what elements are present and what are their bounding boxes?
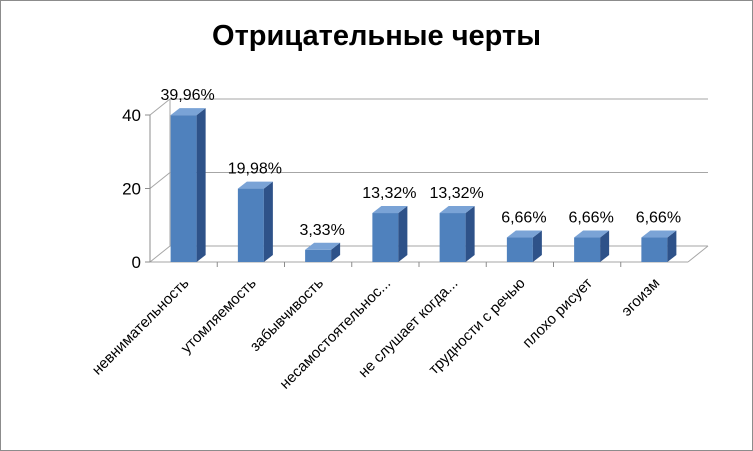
gridline-diagonal	[149, 172, 171, 189]
data-label: 6,66%	[501, 210, 546, 227]
bar-side	[331, 242, 341, 262]
gridline-diagonal	[149, 98, 171, 116]
data-label: 19,98%	[228, 161, 282, 178]
bar-side	[465, 206, 475, 262]
bars	[170, 108, 677, 262]
chart-title: Отрицательные черты	[212, 20, 541, 52]
category-label: плохо рисует	[519, 275, 596, 352]
gridline-diagonal	[149, 245, 171, 263]
bar	[305, 249, 332, 262]
bar	[237, 188, 264, 262]
bar-top	[574, 230, 610, 238]
bar	[574, 237, 601, 262]
bar	[641, 237, 668, 262]
data-label: 6,66%	[568, 210, 613, 227]
bar-top	[305, 242, 341, 250]
bar-top	[237, 181, 273, 189]
category-label: эгоизм	[618, 275, 663, 320]
data-labels: 39,96% 19,98% 3,33% 13,32% 13,32% 6,66% 6,66% 6…	[160, 87, 681, 239]
data-label: 3,33%	[299, 222, 344, 239]
bar-side	[600, 230, 610, 262]
category-label: несамостоятельнос...	[276, 275, 394, 393]
y-tick-label: 40	[122, 106, 141, 125]
bar-side	[196, 108, 206, 262]
bar-side	[398, 206, 408, 262]
data-label: 13,32%	[362, 185, 416, 202]
data-label: 13,32%	[429, 185, 483, 202]
data-label: 6,66%	[636, 210, 681, 227]
bar-top	[506, 230, 542, 238]
floor-right-edge	[687, 245, 709, 263]
data-label: 39,96%	[160, 87, 214, 104]
bar	[170, 115, 197, 262]
bar-top	[170, 108, 206, 116]
y-tick-label: 0	[132, 253, 141, 272]
bar	[439, 213, 466, 262]
bar-top	[372, 206, 408, 214]
y-tick-label: 20	[122, 180, 141, 199]
bar-side	[532, 230, 542, 262]
bar-side	[263, 181, 273, 262]
axes: 0 20 40	[122, 106, 622, 272]
bar	[372, 213, 399, 262]
bar-side	[667, 230, 677, 262]
category-labels: невнимательностьутомляемостьзабывчивость…	[89, 275, 663, 393]
bar-top	[439, 206, 475, 214]
bar	[506, 237, 533, 262]
category-label: невнимательность	[89, 275, 193, 379]
bar-top	[641, 230, 677, 238]
gridlines	[149, 98, 709, 263]
